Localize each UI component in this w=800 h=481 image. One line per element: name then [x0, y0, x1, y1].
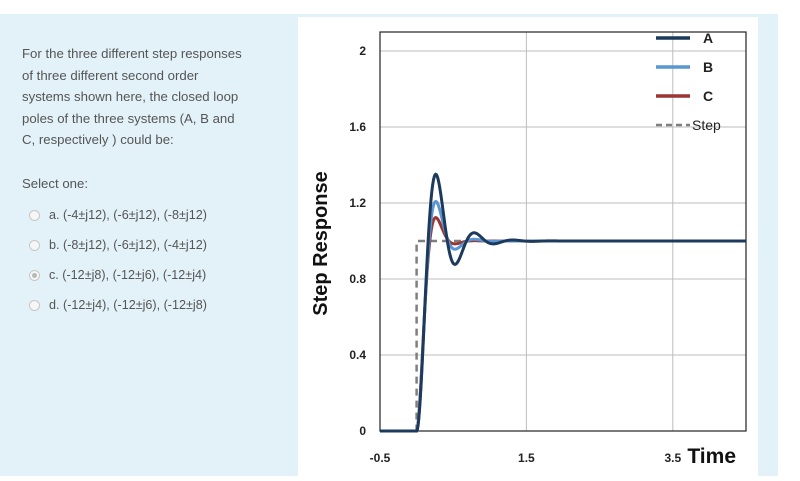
x-tick-label: 1.5 — [518, 451, 535, 465]
y-tick-label: 1.6 — [349, 120, 366, 134]
option-a-label: a. (-4±j12), (-6±j12), (-8±j12) — [49, 208, 207, 222]
y-tick-label: 0.4 — [349, 348, 366, 362]
radio-option-b[interactable] — [29, 239, 40, 251]
plot-frame — [379, 31, 747, 432]
option-c-label: c. (-12±j8), (-12±j6), (-12±j4) — [49, 268, 207, 282]
series-c-line — [380, 216, 746, 433]
y-tick-label: 0.8 — [349, 272, 366, 286]
question-line: C, respectively ) could be: — [22, 132, 174, 147]
option-d-label: d. (-12±j4), (-12±j6), (-12±j8) — [49, 298, 207, 312]
series-step-line — [380, 239, 746, 433]
question-text: For the three different step responses o… — [22, 43, 300, 151]
y-tick-label: 1.2 — [349, 196, 366, 210]
step-response-chart: 0 0.4 0.8 1.2 1.6 2 -0.5 1.5 3.5 Step Response Tim… — [298, 17, 758, 476]
x-tick-label: -0.5 — [370, 451, 391, 465]
chart-svg: 0 0.4 0.8 1.2 1.6 2 -0.5 1.5 3.5 Step Response Tim… — [310, 30, 747, 468]
radio-option-d[interactable] — [29, 299, 40, 311]
series-a-line — [380, 172, 746, 433]
select-one-label: Select one: — [22, 176, 88, 191]
x-axis-label: Time — [687, 445, 736, 468]
question-line: For the three different step responses — [22, 46, 242, 61]
legend-label-b: B — [703, 59, 713, 75]
option-c[interactable]: c. (-12±j8), (-12±j6), (-12±j4) — [29, 260, 207, 290]
question-line: systems shown here, the closed loop — [22, 89, 239, 104]
y-axis-label: Step Response — [310, 171, 332, 315]
y-tick-label: 0 — [359, 424, 366, 438]
radio-option-c[interactable] — [29, 269, 40, 281]
option-d[interactable]: d. (-12±j4), (-12±j6), (-12±j8) — [29, 290, 207, 320]
question-line: of three different second order — [22, 67, 199, 83]
option-b-label: b. (-8±j12), (-6±j12), (-4±j12) — [49, 238, 207, 252]
legend-label-step: Step — [692, 117, 721, 133]
option-a[interactable]: a. (-4±j12), (-6±j12), (-8±j12) — [29, 200, 207, 230]
radio-option-a[interactable] — [29, 209, 40, 221]
option-b[interactable]: b. (-8±j12), (-6±j12), (-4±j12) — [29, 230, 207, 260]
legend-label-a: A — [703, 30, 713, 46]
x-tick-label: 3.5 — [664, 451, 681, 465]
y-tick-label: 2 — [359, 44, 366, 58]
answer-options: a. (-4±j12), (-6±j12), (-8±j12) b. (-8±j… — [29, 200, 207, 320]
question-line: poles of the three systems (A, B and — [22, 110, 235, 126]
legend-label-c: C — [703, 88, 713, 104]
series-b-line — [380, 199, 746, 433]
